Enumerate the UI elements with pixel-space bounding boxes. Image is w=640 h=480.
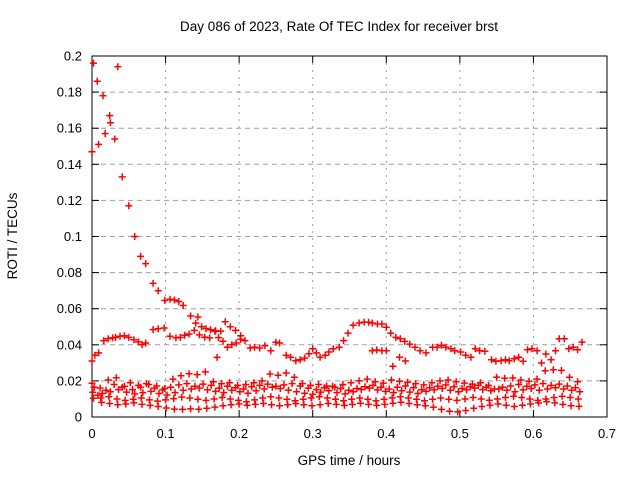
y-tick-label: 0.06 [57,301,82,316]
y-tick-label: 0 [75,410,82,425]
y-tick-label: 0.18 [57,85,82,100]
series-high-decay-trace [88,59,245,340]
series-low-cloud-trace-5 [94,379,579,399]
y-tick-label: 0.08 [57,265,82,280]
y-tick-label: 0.02 [57,373,82,388]
series-low-cloud-trace-2 [90,383,584,399]
chart-title: Day 086 of 2023, Rate Of TEC Index for r… [180,19,498,34]
y-axis-title: ROTI / TECUs [5,192,20,279]
y-tick-label: 0.12 [57,193,82,208]
y-tick-label: 0.16 [57,121,82,136]
x-tick-label: 0.7 [598,426,616,441]
grid-lines [92,56,607,417]
y-tick-label: 0.1 [64,229,82,244]
plot-frame [91,55,608,418]
tick-labels: 0 0.1 0.2 0.3 0.4 0.5 0.6 0.7 0 0.02 0.04 0.06 0.08 0… [57,49,616,442]
y-tick-label: 0.14 [57,157,82,172]
y-tick-label: 0.04 [57,337,82,352]
x-tick-label: 0.3 [304,426,322,441]
series-mid-band [88,318,586,367]
x-tick-label: 0.6 [524,426,542,441]
series-low-cloud-trace-4 [90,394,583,416]
x-axis-title: GPS time / hours [298,453,401,468]
series-low-cloud-trace-1 [88,366,582,394]
y-tick-label: 0.2 [64,49,82,64]
data-points [88,59,586,416]
x-tick-label: 0.5 [451,426,469,441]
x-tick-label: 0.1 [157,426,175,441]
axis-ticks [91,55,608,418]
x-tick-label: 0 [88,426,95,441]
x-tick-label: 0.4 [377,426,395,441]
x-tick-label: 0.2 [230,426,248,441]
series-mid-band-offshoot [213,346,409,370]
series-low-cloud-trace-3 [89,388,582,406]
